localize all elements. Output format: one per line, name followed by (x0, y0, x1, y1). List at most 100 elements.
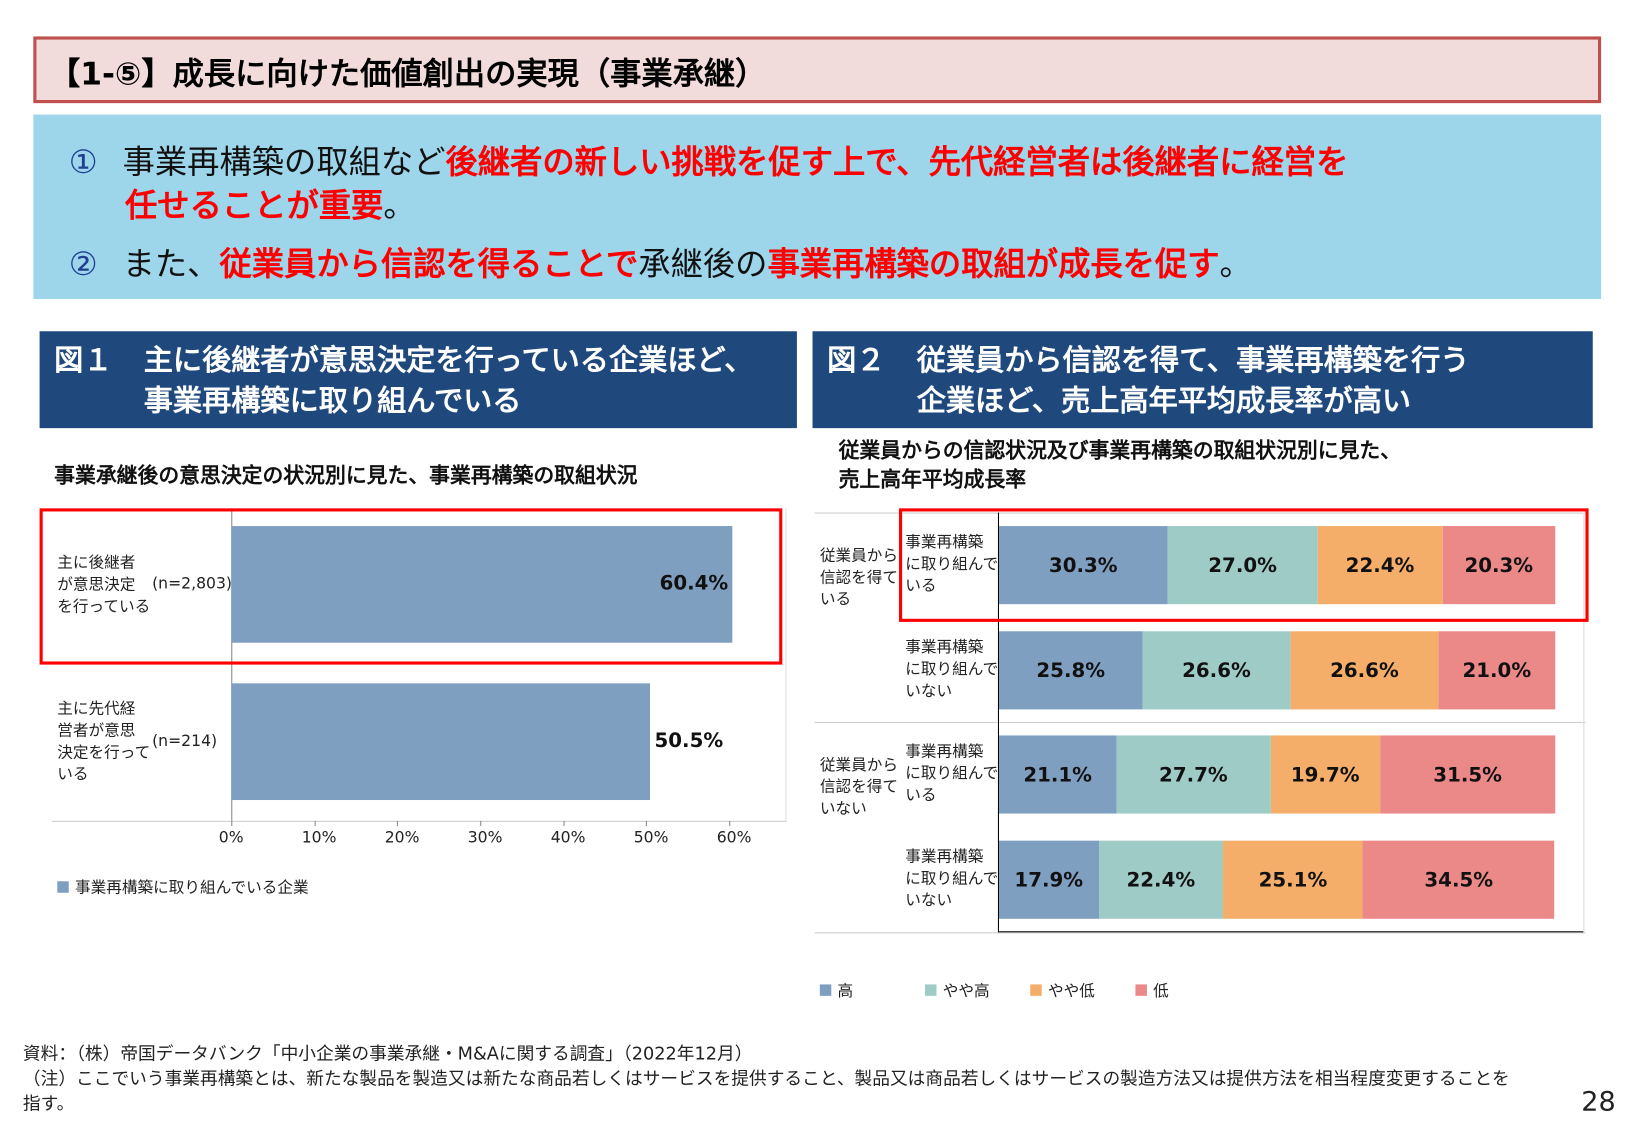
bar-segment-やや高: 26.6% (1142, 631, 1291, 710)
bar-segment-高: 30.3% (998, 526, 1168, 605)
data-label: 60.4% (659, 571, 729, 595)
tick-label: 30% (467, 828, 503, 847)
fig1-subtitle: 事業承継後の意思決定の状況別に見た、事業再構築の取組状況 (54, 462, 638, 488)
summary-item-2: ② また、従業員から信認を得ることで承継後の事業再構築の取組が成長を促す。 (69, 238, 1252, 285)
legend-label: 高 (837, 981, 854, 1001)
n-label: (n=2,803) (152, 573, 233, 593)
bar-segment-やや低: 26.6% (1290, 631, 1439, 710)
stacked-bar-row: 30.3% 27.0% 22.4% 20.3% (998, 526, 1556, 605)
note-line: 指す。 (22, 1093, 75, 1115)
summary-text: 。 (1219, 245, 1252, 284)
bar-segment-やや低: 22.4% (1317, 526, 1443, 605)
data-label: 25.8% (1036, 658, 1106, 682)
fig1-header: 図１ 主に後継者が意思決定を行っている企業ほど、 事業再構築に取り組んでいる (39, 331, 797, 429)
fig1-heading-line: 事業再構築に取り組んでいる (143, 383, 522, 418)
tick-label: 40% (550, 828, 586, 847)
legend-label: やや低 (1047, 981, 1095, 1001)
stacked-bar-row: 17.9% 22.4% 25.1% 34.5% (998, 840, 1555, 919)
tick-label: 50% (633, 828, 669, 847)
summary-emphasis: 後継者の新しい挑戦を促す上で、先代経営者は後継者に経営を (445, 143, 1349, 182)
legend-item: 高 (819, 979, 854, 1001)
legend-item: やや低 (1030, 979, 1095, 1001)
data-label: 31.5% (1433, 763, 1502, 786)
data-label: 30.3% (1048, 553, 1118, 577)
data-label: 19.7% (1290, 763, 1360, 786)
data-label: 27.7% (1159, 763, 1228, 786)
bar-segment-高: 21.1% (998, 735, 1117, 814)
bar-segment-やや低: 25.1% (1223, 840, 1363, 919)
tick-mark (563, 820, 565, 827)
legend-swatch (819, 984, 832, 996)
plot-border (785, 508, 787, 821)
group-separator (814, 721, 1586, 723)
group-label: 従業員から 信認を得て いる (819, 545, 898, 608)
row-label: 事業再構築 に取り組んで いない (905, 846, 999, 909)
data-label: 17.9% (1014, 868, 1084, 892)
row-label: 事業再構築 に取り組んで いる (905, 531, 999, 595)
bar-segment-低: 21.0% (1438, 631, 1556, 710)
group-label: 従業員から 信認を得て いない (819, 754, 898, 818)
bar-segment-高: 17.9% (998, 840, 1099, 919)
tick-label: 0% (218, 828, 244, 847)
fig2-heading-line: 企業ほど、売上高年平均成長率が高い (916, 383, 1412, 418)
data-label: 27.0% (1208, 553, 1277, 577)
tick-mark (646, 820, 648, 827)
bar-segment-やや高: 22.4% (1098, 840, 1224, 919)
plot-border (1583, 512, 1585, 933)
summary-emphasis: 事業再構築の取組が成長を促す (767, 245, 1220, 284)
fig2-heading: 従業員から信認を得て、事業再構築を行う 企業ほど、売上高年平均成長率が高い (917, 340, 1470, 421)
summary-emphasis: 従業員から信認を得ることで (219, 245, 639, 284)
row-label: 事業再構築 に取り組んで いる (905, 741, 999, 804)
bar-segment-やや低: 19.7% (1270, 735, 1381, 814)
page-title: 【1-⑤】成長に向けた価値創出の実現（事業承継） (48, 56, 767, 93)
number-1: ① (68, 143, 98, 182)
tick-mark (231, 820, 233, 827)
tick-label: 60% (716, 828, 752, 847)
summary-text: また、 (122, 245, 220, 284)
stacked-bar-row: 25.8% 26.6% 26.6% 21.0% (998, 631, 1556, 710)
fig2-subtitle-line: 従業員からの信認状況及び事業再構築の取組状況別に見た、 (838, 437, 1402, 463)
legend-swatch (57, 881, 69, 893)
data-label: 21.1% (1023, 763, 1093, 786)
bar (231, 526, 733, 643)
legend-swatch (1135, 984, 1147, 996)
fig2-heading-line: 従業員から信認を得て、事業再構築を行う (916, 342, 1470, 378)
summary-text: 承継後の (638, 245, 768, 284)
summary-box: ① 事業再構築の取組など後継者の新しい挑戦を促す上で、先代経営者は後継者に経営を… (33, 114, 1602, 299)
page-number: 28 (1581, 1086, 1616, 1118)
fig1-highlight-box (39, 508, 783, 665)
data-label: 21.0% (1462, 658, 1532, 682)
tick-mark (314, 820, 316, 827)
bar-segment-やや高: 27.7% (1116, 735, 1271, 814)
tick-mark (729, 820, 731, 827)
summary-text: 。 (383, 187, 416, 226)
bar-segment-やや高: 27.0% (1167, 526, 1318, 605)
legend-label: やや高 (942, 981, 990, 1001)
tick-label: 10% (301, 828, 337, 847)
group-separator (814, 932, 1586, 934)
summary-item-1-cont: 任せることが重要。 (125, 179, 416, 226)
source-note: 資料：（株）帝国データバンク「中小企業の事業承継・M&Aに関する調査」（2022… (22, 1043, 753, 1065)
bar-segment-低: 34.5% (1362, 840, 1555, 919)
bar-segment-低: 31.5% (1380, 735, 1556, 814)
data-label: 20.3% (1464, 553, 1534, 577)
fig2-legend: 高 やや高 やや低 低 (819, 979, 1549, 1001)
summary-text: 事業再構築の取組など (122, 143, 446, 182)
category-label: 主に先代経 営者が意思 決定を行って いる (57, 698, 151, 784)
baseline (52, 820, 787, 822)
tick-mark (397, 820, 399, 827)
fig1-heading: 主に後継者が意思決定を行っている企業ほど、 事業再構築に取り組んでいる (144, 340, 754, 421)
fig2-label: 図２ (827, 342, 886, 378)
fig1-heading-line: 主に後継者が意思決定を行っている企業ほど、 (143, 342, 754, 378)
bar-segment-高: 25.8% (998, 631, 1143, 710)
legend-swatch (925, 984, 937, 996)
data-label: 50.5% (654, 729, 724, 753)
title-banner: 【1-⑤】成長に向けた価値創出の実現（事業承継） (33, 36, 1602, 104)
fig2-header: 図２ 従業員から信認を得て、事業再構築を行う 企業ほど、売上高年平均成長率が高い (812, 331, 1593, 429)
bar (231, 683, 651, 801)
fig2-chart: 30.3% 27.0% 22.4% 20.3% 事業再構築 に取り組んで いる 25.8%… (814, 512, 1586, 934)
n-label: (n=214) (152, 731, 218, 751)
legend-label: 事業再構築に取り組んでいる企業 (75, 878, 309, 897)
legend-item: やや高 (925, 979, 990, 1001)
data-label: 26.6% (1182, 658, 1251, 682)
